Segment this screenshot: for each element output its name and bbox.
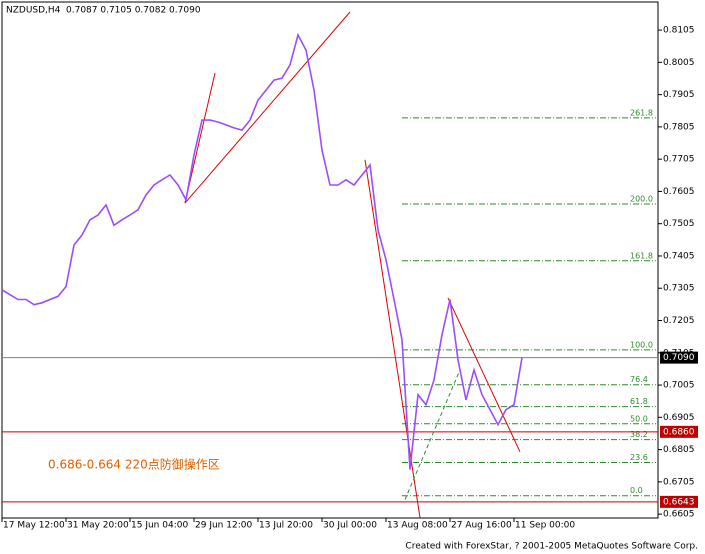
fib-label: 200.0 — [630, 195, 653, 204]
fib-label: 50.0 — [630, 414, 648, 423]
hline-label: 0.6643 — [663, 497, 695, 507]
hline-label: 0.6860 — [663, 427, 695, 437]
plot-frame — [1, 1, 659, 519]
x-tick-label: 30 Jul 00:00 — [323, 521, 377, 531]
y-tick-label: 0.6905 — [663, 413, 695, 423]
y-tick-label: 0.7605 — [663, 187, 695, 197]
trendline — [184, 11, 351, 204]
y-tick-label: 0.7705 — [663, 155, 695, 165]
fib-label: 0.0 — [630, 486, 643, 495]
y-tick-label: 0.7805 — [663, 122, 695, 132]
price-line — [1, 32, 523, 470]
y-tick-label: 0.7505 — [663, 219, 695, 229]
fib-label: 61.8 — [630, 397, 648, 406]
footer: Created with ForexStar, ? 2001-2005 Meta… — [405, 542, 698, 552]
fib-label: 161.8 — [630, 251, 653, 260]
y-tick-label: 0.6805 — [663, 445, 695, 455]
quote: 0.7087 0.7105 0.7082 0.7090 — [66, 6, 201, 16]
x-tick-label: 29 Jun 12:00 — [195, 521, 252, 531]
fib-label: 23.6 — [630, 453, 648, 462]
y-tick-label: 0.7405 — [663, 251, 695, 261]
x-tick-label: 31 May 20:00 — [67, 521, 129, 531]
x-tick-label: 11 Sep 00:00 — [515, 521, 575, 531]
y-tick-label: 0.7005 — [663, 381, 695, 391]
fib-label: 76.4 — [630, 375, 648, 384]
y-tick-label: 0.7905 — [663, 90, 695, 100]
fib-label: 100.0 — [630, 340, 653, 349]
x-tick-label: 15 Jun 04:00 — [131, 521, 188, 531]
y-tick-label: 0.6605 — [663, 510, 695, 520]
x-tick-label: 27 Aug 16:00 — [451, 521, 512, 531]
y-tick-label: 0.6705 — [663, 477, 695, 487]
trendline — [404, 369, 461, 500]
y-tick-label: 0.8105 — [663, 26, 695, 36]
x-tick-label: 13 Aug 08:00 — [387, 521, 448, 531]
trendline — [447, 297, 521, 453]
x-tick-label: 13 Jul 20:00 — [259, 521, 313, 531]
current-price-label: 0.7090 — [663, 353, 695, 363]
y-tick-label: 0.7205 — [663, 316, 695, 326]
hline-box — [660, 495, 698, 508]
y-tick-label: 0.8005 — [663, 58, 695, 68]
current-price-box — [660, 351, 698, 364]
y-tick-label: 0.7305 — [663, 284, 695, 294]
annotation: 0.686-0.664 220点防御操作区 — [48, 457, 220, 472]
chart-title: NZDUSD,H4 — [6, 6, 61, 16]
fib-label: 38.2 — [630, 430, 648, 439]
fib-label: 261.8 — [630, 108, 653, 117]
hline-box — [660, 425, 698, 438]
x-tick-label: 17 May 12:00 — [3, 521, 65, 531]
